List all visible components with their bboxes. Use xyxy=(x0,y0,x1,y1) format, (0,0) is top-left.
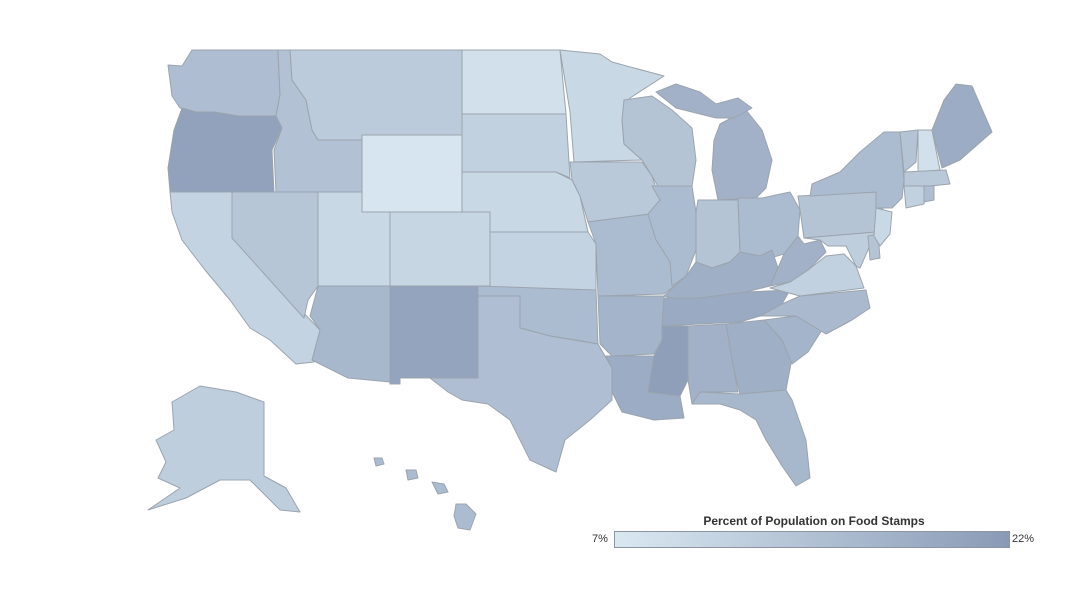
state-oregon[interactable] xyxy=(167,107,283,193)
state-washington[interactable] xyxy=(167,49,281,117)
state-kansas[interactable] xyxy=(489,231,597,291)
state-michigan-upper[interactable] xyxy=(655,83,753,119)
state-colorado[interactable] xyxy=(389,211,491,287)
legend-max-label: 22% xyxy=(1012,533,1035,545)
state-west-virginia[interactable] xyxy=(769,235,827,287)
state-hawaii-island-maui[interactable] xyxy=(431,481,449,495)
state-arizona[interactable] xyxy=(309,285,391,383)
state-new-jersey[interactable] xyxy=(873,207,893,247)
state-hawaii-island-kauai[interactable] xyxy=(373,457,385,467)
state-rhode-island[interactable] xyxy=(923,185,935,203)
state-connecticut[interactable] xyxy=(903,185,925,209)
state-north-carolina[interactable] xyxy=(759,289,871,335)
state-pennsylvania[interactable] xyxy=(797,191,885,239)
state-arkansas[interactable] xyxy=(597,295,665,357)
state-montana[interactable] xyxy=(289,49,463,141)
state-massachusetts[interactable] xyxy=(903,169,951,187)
state-new-york[interactable] xyxy=(809,131,905,209)
legend-color-bar xyxy=(614,531,1010,548)
state-new-mexico[interactable] xyxy=(389,285,479,385)
state-vermont[interactable] xyxy=(899,129,919,173)
state-florida[interactable] xyxy=(691,389,811,487)
state-michigan[interactable] xyxy=(711,109,773,201)
state-south-dakota[interactable] xyxy=(461,113,571,179)
legend-min-label: 7% xyxy=(592,533,608,545)
state-indiana[interactable] xyxy=(695,199,741,269)
state-wyoming[interactable] xyxy=(361,134,463,213)
state-texas[interactable] xyxy=(429,295,613,473)
state-hawaii[interactable] xyxy=(453,503,477,531)
state-maine[interactable] xyxy=(931,83,993,169)
state-alaska[interactable] xyxy=(147,385,301,513)
state-hawaii-island-oahu[interactable] xyxy=(405,469,419,481)
legend-title: Percent of Population on Food Stamps xyxy=(703,514,925,528)
state-north-dakota[interactable] xyxy=(461,49,567,115)
state-illinois[interactable] xyxy=(647,185,697,287)
